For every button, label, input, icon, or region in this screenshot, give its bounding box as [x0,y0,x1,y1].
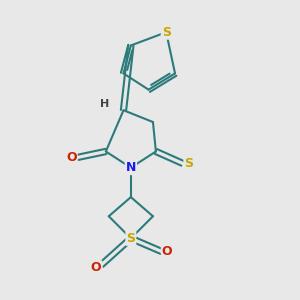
Text: N: N [126,161,136,174]
Text: O: O [162,245,172,258]
Text: S: S [162,26,171,39]
Text: O: O [91,261,101,274]
Text: S: S [126,232,135,245]
Text: H: H [100,99,109,110]
Text: O: O [66,151,77,164]
Text: S: S [184,157,194,170]
